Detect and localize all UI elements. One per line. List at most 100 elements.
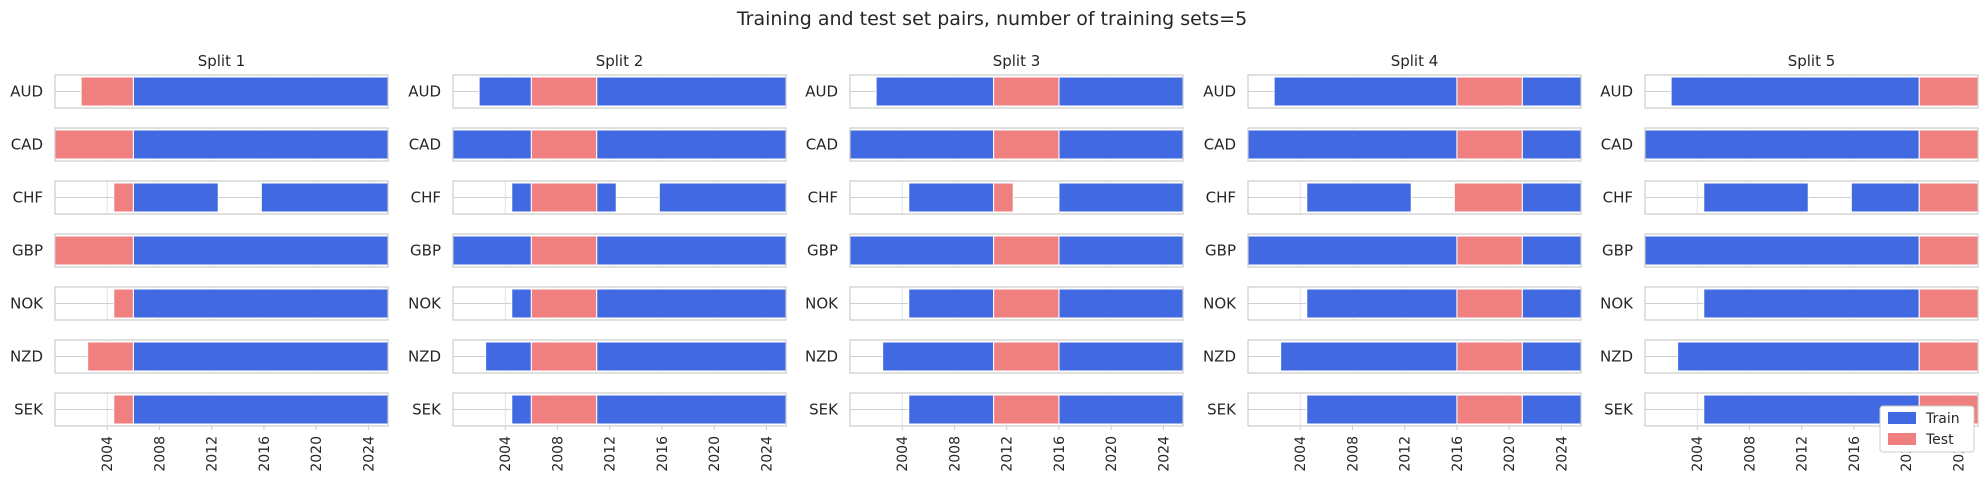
category-label: AUD	[1203, 83, 1236, 101]
train-bar	[132, 182, 219, 213]
train-bar	[1850, 182, 1920, 213]
row-frame	[849, 392, 1184, 427]
train-bar	[1306, 182, 1412, 213]
train-bar	[452, 235, 532, 266]
train-bar	[596, 129, 787, 160]
row-frame	[1644, 127, 1979, 162]
x-tick-label: 2024	[1554, 436, 1570, 472]
train-bar	[1247, 235, 1458, 266]
train-bar	[478, 76, 532, 107]
row-frame	[1644, 392, 1979, 427]
category-label: SEK	[412, 401, 442, 419]
test-bar	[530, 288, 598, 319]
test-bar	[87, 341, 134, 372]
x-tick-label: 2008	[152, 436, 168, 472]
category-label: GBP	[1602, 242, 1633, 260]
train-bar	[1703, 182, 1809, 213]
x-tick-label: 2008	[1742, 436, 1758, 472]
row-frame	[1644, 339, 1979, 374]
row-frame	[452, 127, 787, 162]
panel-2: Split 2 AUD CAD CHF GBP NOK NZD SEK 2004 2008 2012…	[408, 52, 787, 472]
test-bar	[1456, 235, 1523, 266]
row-frame	[849, 180, 1184, 215]
train-bar	[1058, 76, 1184, 107]
row-frame	[1644, 286, 1979, 321]
test-bar	[993, 235, 1060, 266]
row-sek: SEK	[412, 392, 787, 427]
category-label: AUD	[805, 83, 838, 101]
train-bar	[596, 182, 617, 213]
train-bar	[1306, 288, 1458, 319]
legend-label-test: Test	[1925, 432, 1954, 448]
category-label: CAD	[806, 136, 838, 154]
legend-label-train: Train	[1925, 411, 1960, 427]
row-frame	[1247, 127, 1582, 162]
train-bar	[1521, 76, 1582, 107]
category-label: GBP	[410, 242, 441, 260]
test-bar	[993, 182, 1014, 213]
row-aud: AUD	[805, 74, 1184, 109]
category-label: CHF	[808, 189, 838, 207]
row-frame	[54, 127, 389, 162]
row-nzd: NZD	[1203, 339, 1582, 374]
row-frame	[452, 286, 787, 321]
row-nok: NOK	[1600, 286, 1979, 321]
train-bar	[1247, 129, 1458, 160]
test-bar	[1456, 129, 1523, 160]
train-bar	[132, 394, 389, 425]
test-bar	[1918, 76, 1979, 107]
x-tick-label: 2012	[1795, 436, 1811, 472]
train-bar	[1058, 288, 1184, 319]
x-tick-label: 2004	[498, 436, 514, 472]
figure-title: Training and test set pairs, number of t…	[736, 8, 1247, 30]
x-tick-label: 2016	[655, 436, 671, 472]
row-frame	[1644, 74, 1979, 109]
train-bar	[849, 129, 995, 160]
row-frame	[1247, 233, 1582, 268]
category-label: SEK	[809, 401, 839, 419]
row-chf: CHF	[1603, 180, 1979, 215]
category-label: GBP	[807, 242, 838, 260]
train-bar	[511, 394, 532, 425]
test-bar	[54, 129, 134, 160]
train-bar	[908, 288, 995, 319]
x-tick-label: 2016	[1052, 436, 1068, 472]
category-label: NOK	[408, 295, 442, 313]
row-cad: CAD	[409, 127, 787, 162]
train-bar	[1521, 341, 1582, 372]
train-bar	[485, 341, 532, 372]
row-frame	[54, 392, 389, 427]
train-bar	[1521, 288, 1582, 319]
train-bar	[908, 394, 995, 425]
test-bar	[1456, 288, 1523, 319]
train-bar	[875, 76, 995, 107]
row-nok: NOK	[805, 286, 1184, 321]
x-tick-label: 2020	[1502, 436, 1518, 472]
train-bar	[596, 394, 787, 425]
row-nok: NOK	[1203, 286, 1582, 321]
test-bar	[1456, 76, 1523, 107]
category-label: CHF	[1206, 189, 1236, 207]
x-tick-label: 2008	[1345, 436, 1361, 472]
row-chf: CHF	[1206, 180, 1582, 215]
row-nzd: NZD	[10, 339, 389, 374]
row-aud: AUD	[1600, 74, 1979, 109]
x-tick-label: 2008	[947, 436, 963, 472]
test-bar	[1453, 182, 1523, 213]
category-label: NOK	[805, 295, 839, 313]
row-cad: CAD	[11, 127, 389, 162]
x-tick-label: 2012	[603, 436, 619, 472]
train-bar	[132, 129, 389, 160]
x-tick-label: 2024	[361, 436, 377, 472]
row-nok: NOK	[10, 286, 389, 321]
category-label: NZD	[1203, 348, 1236, 366]
train-bar	[260, 182, 389, 213]
row-aud: AUD	[408, 74, 787, 109]
legend-swatch-train	[1888, 412, 1916, 424]
train-bar	[1703, 288, 1920, 319]
category-label: AUD	[10, 83, 43, 101]
train-bar	[1306, 394, 1458, 425]
test-bar	[1918, 288, 1979, 319]
train-bar	[1521, 182, 1582, 213]
row-chf: CHF	[13, 180, 389, 215]
